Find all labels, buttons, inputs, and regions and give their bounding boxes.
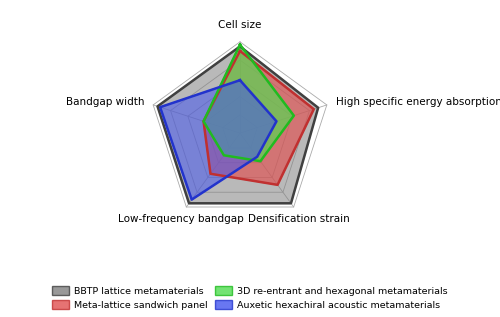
Polygon shape: [158, 46, 318, 203]
Legend: BBTP lattice metamaterials, Meta-lattice sandwich panel, 3D re-entrant and hexag: BBTP lattice metamaterials, Meta-lattice…: [48, 282, 452, 314]
Text: Densification strain: Densification strain: [248, 214, 350, 224]
Polygon shape: [204, 51, 314, 185]
Text: High specific energy absorption: High specific energy absorption: [336, 97, 500, 107]
Text: Low-frequency bandgap: Low-frequency bandgap: [118, 214, 244, 224]
Polygon shape: [204, 45, 294, 161]
Text: Cell size: Cell size: [218, 20, 262, 30]
Text: Bandgap width: Bandgap width: [66, 97, 144, 107]
Polygon shape: [160, 80, 276, 200]
